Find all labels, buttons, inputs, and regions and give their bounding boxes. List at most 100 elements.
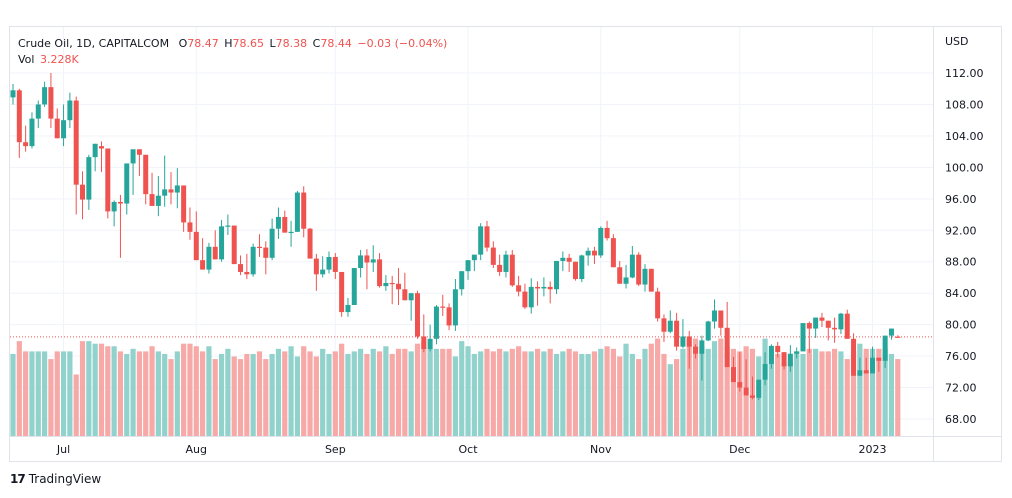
y-tick-label: 72.00: [945, 382, 977, 395]
y-tick-label: 88.00: [945, 256, 977, 269]
candle-body: [686, 336, 692, 347]
x-tick-label: Oct: [459, 443, 479, 456]
volume-bar: [566, 348, 572, 436]
candle-body: [256, 246, 262, 248]
volume-bar: [547, 348, 553, 436]
candle-body: [244, 271, 250, 275]
volume-bar: [471, 353, 477, 436]
candle-body: [73, 100, 79, 185]
y-tick-label: 92.00: [945, 224, 977, 237]
volume-bar: [560, 351, 566, 436]
candle-body: [554, 260, 560, 290]
volume-bar: [67, 351, 73, 436]
legend-row-volume: Vol 3.228K: [18, 52, 449, 68]
candle-body: [591, 250, 597, 256]
candle-body: [547, 286, 553, 290]
candle-body: [440, 306, 446, 308]
candle-body: [29, 118, 35, 147]
volume-bar: [724, 346, 730, 436]
candle-body: [851, 338, 857, 376]
volume-bar: [484, 348, 490, 436]
close-label: C: [312, 37, 321, 50]
candle-body: [98, 146, 104, 149]
candle-body: [579, 255, 585, 280]
volume-bar: [433, 348, 440, 436]
volume-bar: [895, 359, 901, 436]
candle-body: [724, 327, 730, 368]
candle-body: [781, 352, 787, 367]
candle-body: [86, 157, 92, 200]
volume-bar: [117, 351, 124, 436]
volume-bar: [534, 348, 541, 436]
volume-bar: [730, 348, 737, 436]
candle-body: [383, 282, 389, 287]
volume-bar: [225, 348, 231, 436]
change-value: −0.03 (−0.04%): [357, 37, 448, 50]
candle-body: [414, 293, 420, 337]
volume-bar: [686, 338, 692, 436]
candle-body: [497, 264, 503, 272]
candle-body: [206, 246, 212, 270]
tradingview-logo-icon: 17: [10, 472, 26, 486]
candle-body: [219, 226, 225, 260]
volume-bar: [402, 348, 408, 436]
candle-body: [610, 238, 616, 268]
candle-body: [648, 268, 654, 292]
volume-bar: [35, 351, 41, 436]
candle-body: [48, 87, 54, 119]
candle-body: [111, 201, 117, 212]
y-tick-label: 108.00: [945, 98, 984, 111]
volume-bar: [10, 353, 16, 436]
candle-body: [313, 258, 319, 275]
candle-body: [200, 260, 206, 270]
volume-bar: [149, 346, 155, 436]
tradingview-brand[interactable]: 17 TradingView: [10, 472, 101, 486]
volume-bar: [231, 356, 237, 436]
volume-bar: [358, 348, 364, 436]
volume-bar: [364, 353, 370, 436]
candle-body: [572, 261, 578, 280]
volume-bar: [516, 346, 522, 436]
volume-bar: [143, 351, 149, 436]
high-value: 78.65: [232, 37, 265, 50]
candle-body: [351, 268, 357, 305]
candle-body: [162, 189, 168, 196]
volume-bar: [124, 353, 130, 436]
volume-label: Vol: [18, 53, 35, 66]
candle-body: [61, 120, 67, 139]
candle-body: [566, 257, 572, 262]
volume-bar: [301, 346, 307, 436]
candle-body: [585, 250, 591, 256]
candle-body: [332, 257, 338, 272]
candle-body: [832, 327, 838, 330]
candle-body: [408, 293, 414, 301]
candle-body: [421, 336, 427, 350]
volume-bar: [768, 348, 774, 436]
candle-body: [509, 254, 515, 286]
volume-bar: [591, 351, 598, 436]
legend-row-price: Crude Oil, 1D, CAPITALCOM O78.47 H78.65 …: [18, 36, 449, 52]
candle-body: [377, 259, 383, 287]
candle-body: [231, 225, 237, 265]
volume-bar: [23, 351, 29, 436]
candle-body: [870, 357, 876, 374]
candle-body: [749, 395, 755, 398]
volume-bar: [762, 338, 768, 436]
candle-body: [238, 264, 244, 272]
candle-body: [655, 291, 661, 319]
candle-body: [629, 254, 635, 278]
candle-body: [23, 142, 29, 147]
volume-bar: [269, 353, 275, 436]
open-value: 78.47: [187, 37, 219, 50]
volume-bar: [218, 353, 225, 436]
candle-body: [806, 323, 812, 329]
candle-body: [490, 247, 496, 265]
candle-body: [800, 323, 806, 352]
volume-bar: [282, 351, 288, 436]
volume-bar: [585, 353, 591, 436]
volume-bar: [813, 348, 819, 436]
candle-body: [863, 370, 869, 374]
x-tick-label: Jul: [56, 443, 70, 456]
candle-body: [155, 195, 161, 206]
